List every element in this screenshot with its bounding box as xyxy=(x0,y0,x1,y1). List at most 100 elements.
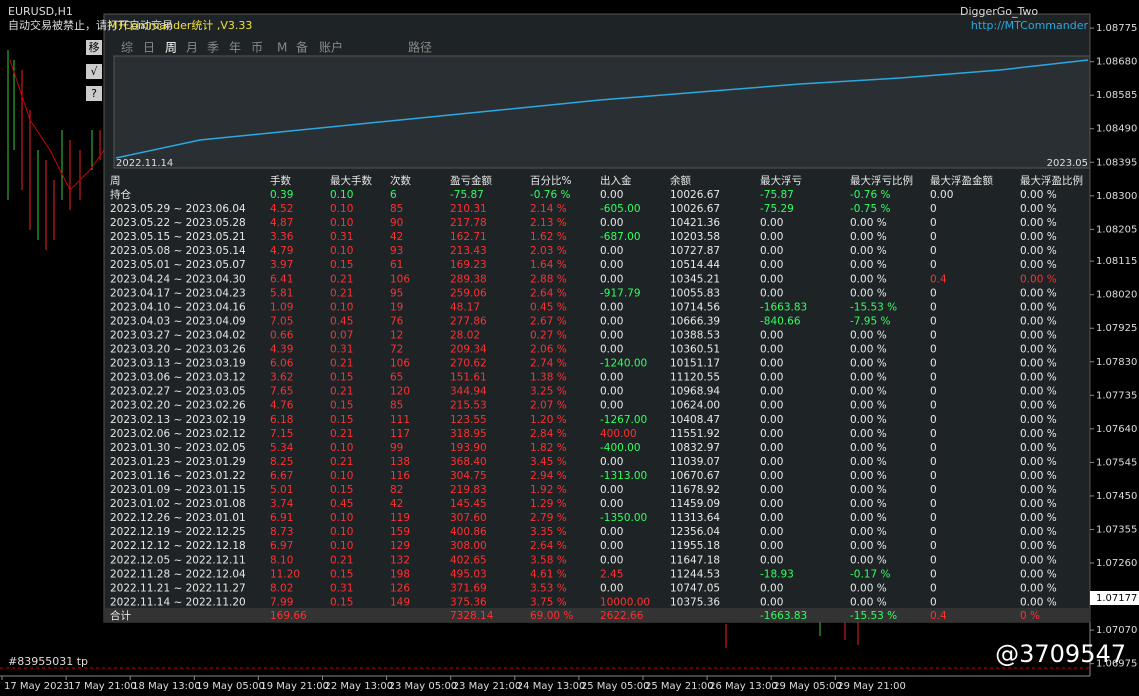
time-tick-label: 25 May 05:00 xyxy=(581,681,650,692)
table-cell: -0.76 % xyxy=(850,189,891,201)
table-cell: 2022.12.05 ~ 2022.12.11 xyxy=(110,554,246,566)
tab[interactable]: 月 xyxy=(186,41,198,55)
table-cell: 2.79 % xyxy=(530,512,567,524)
table-cell: 0.00 % xyxy=(850,358,887,370)
table-cell: 6.97 xyxy=(270,540,293,552)
table-cell: 0.00 xyxy=(760,456,783,468)
table-cell: 0.00 xyxy=(760,582,783,594)
table-cell: 0.00 xyxy=(600,484,623,496)
table-cell: 0.00 % xyxy=(1020,582,1057,594)
link[interactable]: http://MTCommander xyxy=(971,19,1089,32)
side-button[interactable] xyxy=(86,40,102,55)
table-cell: 375.36 xyxy=(450,596,487,608)
table-cell: 0.31 xyxy=(330,231,353,243)
table-cell: 0.00 xyxy=(760,414,783,426)
table-cell: 6.41 xyxy=(270,273,293,285)
table-cell: 0.00 xyxy=(760,498,783,510)
table-cell: 2.45 xyxy=(600,568,623,580)
table-cell: 0.21 xyxy=(330,287,353,299)
table-cell: -840.66 xyxy=(760,315,801,327)
tab[interactable]: M xyxy=(277,41,287,55)
tab[interactable]: 季 xyxy=(207,41,219,55)
tab[interactable]: 周 xyxy=(165,41,177,55)
price-tick-label: 1.07735 xyxy=(1096,390,1137,401)
tab[interactable]: 日 xyxy=(143,41,155,55)
table-cell: 270.62 xyxy=(450,358,487,370)
table-cell: 2023.02.20 ~ 2023.02.26 xyxy=(110,400,246,412)
table-cell: 0.00 xyxy=(760,287,783,299)
order-label: #83955031 tp xyxy=(8,655,88,668)
time-tick-label: 22 May 13:00 xyxy=(325,681,394,692)
table-cell: 72 xyxy=(390,344,403,356)
table-cell: 合计 xyxy=(110,609,131,622)
table-cell: 0.10 xyxy=(330,245,353,257)
table-cell: 0.00 xyxy=(760,442,783,454)
table-cell: 0 xyxy=(930,231,937,243)
table-cell: 10421.36 xyxy=(670,217,720,229)
table-cell: 0 xyxy=(930,428,937,440)
table-cell: 0.4 xyxy=(930,610,947,622)
table-cell: 2.64 % xyxy=(530,287,567,299)
tab[interactable]: 年 xyxy=(229,41,241,55)
table-cell: 149 xyxy=(390,596,410,608)
table-cell: -1350.00 xyxy=(600,512,647,524)
table-cell: 0.10 xyxy=(330,217,353,229)
table-cell: 2023.03.20 ~ 2023.03.26 xyxy=(110,344,246,356)
table-cell: 10375.36 xyxy=(670,596,720,608)
column-header: 手数 xyxy=(270,174,291,187)
table-cell: 10666.39 xyxy=(670,315,720,327)
table-cell: -1313.00 xyxy=(600,470,647,482)
price-tick-label: 1.07830 xyxy=(1096,357,1137,368)
table-cell: -15.53 % xyxy=(850,610,897,622)
table-cell: 2023.01.09 ~ 2023.01.15 xyxy=(110,484,246,496)
table-cell: 0.00 % xyxy=(850,554,887,566)
table-cell: 0.00 % xyxy=(1020,386,1057,398)
column-header: 周 xyxy=(110,175,121,187)
table-cell: 0.00 % xyxy=(1020,512,1057,524)
table-cell: 0 xyxy=(930,203,937,215)
table-cell: 1.09 xyxy=(270,301,293,313)
table-cell: 0.00 % xyxy=(1020,596,1057,608)
table-cell: 169.23 xyxy=(450,259,487,271)
table-cell: 0.00 xyxy=(760,231,783,243)
table-cell: 0 xyxy=(930,400,937,412)
tab[interactable]: 备 xyxy=(296,41,308,55)
table-cell: 8.10 xyxy=(270,554,293,566)
side-button[interactable] xyxy=(86,86,102,101)
table-cell: 123.55 xyxy=(450,414,487,426)
table-cell: 0 xyxy=(930,287,937,299)
table-cell: 0.07 xyxy=(330,329,353,341)
table-cell: -1663.83 xyxy=(760,610,807,622)
table-cell: 4.39 xyxy=(270,344,293,356)
table-cell: 0.00 xyxy=(600,315,623,327)
table-cell: 400.00 xyxy=(600,428,637,440)
table-cell: -605.00 xyxy=(600,203,641,215)
price-tick-label: 1.08020 xyxy=(1096,290,1137,301)
tab[interactable]: 币 xyxy=(251,41,263,55)
table-cell: 0.21 xyxy=(330,456,353,468)
table-cell: 2023.05.15 ~ 2023.05.21 xyxy=(110,231,246,243)
table-cell: 0.00 % xyxy=(850,344,887,356)
table-cell: 61 xyxy=(390,259,403,271)
column-header: 次数 xyxy=(390,174,411,187)
side-button-label[interactable]: √ xyxy=(90,65,98,78)
side-button[interactable] xyxy=(86,64,102,79)
table-cell: 11955.18 xyxy=(670,540,720,552)
table-cell: 0.00 xyxy=(760,484,783,496)
table-cell: 0.00 xyxy=(600,582,623,594)
table-cell: 6.67 xyxy=(270,470,293,482)
tab[interactable]: 综 xyxy=(121,41,133,55)
side-button-label[interactable]: 移 xyxy=(89,41,100,54)
time-tick-label: 19 May 05:00 xyxy=(196,681,265,692)
table-cell: 10345.21 xyxy=(670,273,720,285)
table-cell: 106 xyxy=(390,358,410,370)
time-tick-label: 23 May 05:00 xyxy=(389,681,458,692)
curve-start: 2022.11.14 xyxy=(116,158,173,169)
tab[interactable]: 账户 xyxy=(319,40,343,55)
table-cell: 3.74 xyxy=(270,498,294,510)
side-button-label[interactable]: ? xyxy=(91,87,97,100)
tab[interactable]: 路径 xyxy=(408,40,432,55)
table-cell: 129 xyxy=(390,540,410,552)
table-cell: 307.60 xyxy=(450,512,487,524)
table-cell: 6 xyxy=(390,189,397,201)
